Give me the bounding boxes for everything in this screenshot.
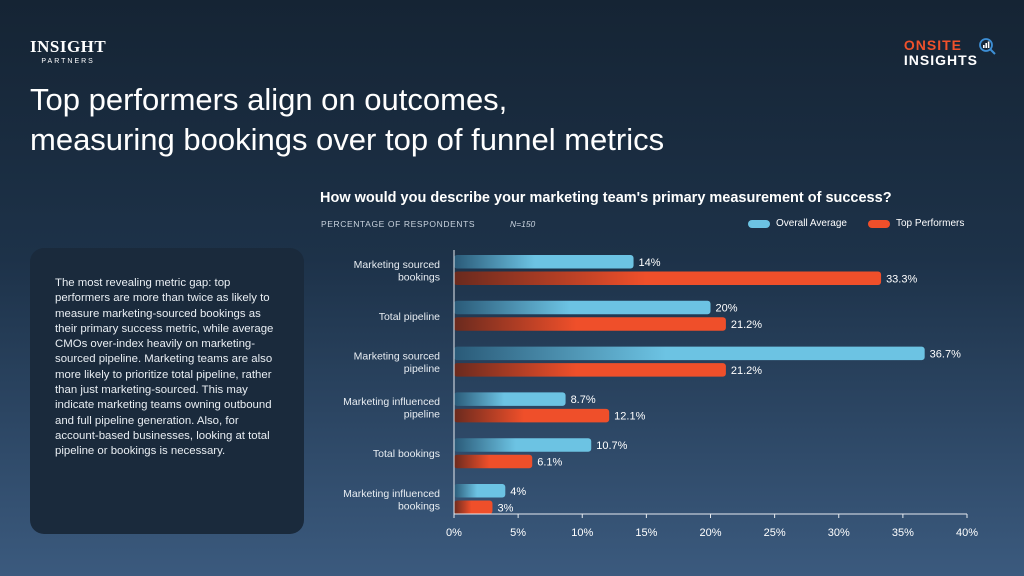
category-label-0-0: Marketing sourced <box>354 259 441 271</box>
bar-overall-1 <box>454 300 711 315</box>
bar-overall-5 <box>454 484 506 498</box>
data-label-overall-2: 36.7% <box>930 348 961 360</box>
bar-top-5 <box>454 500 493 514</box>
x-tick-label-4: 20% <box>699 527 721 539</box>
bar-overall-4 <box>454 438 592 452</box>
data-label-overall-4: 10.7% <box>596 440 627 452</box>
x-tick-label-1: 5% <box>510 527 526 539</box>
x-tick-label-8: 40% <box>956 527 978 539</box>
data-label-top-5: 3% <box>497 502 513 514</box>
chart-title: How would you describe your marketing te… <box>320 190 892 206</box>
insight-text: The most revealing metric gap: top perfo… <box>55 277 274 458</box>
legend-swatch-top <box>868 219 890 228</box>
category-label-5-1: bookings <box>398 500 440 512</box>
data-label-top-0: 33.3% <box>886 273 917 285</box>
category-label-0-1: bookings <box>398 271 440 283</box>
x-tick-label-5: 25% <box>764 527 786 539</box>
category-label-5-0: Marketing influenced <box>343 488 440 500</box>
data-label-overall-3: 8.7% <box>571 394 596 406</box>
data-label-overall-0: 14% <box>639 257 661 269</box>
logo-right-line2: INSIGHTS <box>903 52 978 68</box>
legend-label-top: Top Performers <box>896 218 965 229</box>
category-label-2-1: pipeline <box>404 363 440 375</box>
chart-subtitle: PERCENTAGE OF RESPONDENTS <box>321 219 476 229</box>
legend-swatch-overall <box>748 219 770 228</box>
category-label-2-0: Marketing sourced <box>354 350 441 362</box>
data-label-top-3: 12.1% <box>614 411 645 423</box>
category-label-3-1: pipeline <box>404 409 440 421</box>
data-label-overall-5: 4% <box>510 486 526 498</box>
bar-overall-0 <box>454 255 634 269</box>
x-tick-label-6: 30% <box>828 527 850 539</box>
legend-label-overall: Overall Average <box>776 218 847 229</box>
onsite-insights-logo: ONSITE INSIGHTS <box>903 37 996 68</box>
x-tick-label-0: 0% <box>446 527 462 539</box>
category-label-4-0: Total bookings <box>373 448 440 460</box>
title-line-1: Top performers align on outcomes, <box>30 82 508 117</box>
insight-partners-logo: INSIGHT PARTNERS <box>30 37 107 66</box>
bar-top-3 <box>454 408 610 423</box>
data-label-overall-1: 20% <box>716 303 738 315</box>
bar-top-2 <box>454 363 726 377</box>
category-label-1-0: Total pipeline <box>379 311 440 323</box>
data-label-top-2: 21.2% <box>731 365 762 377</box>
x-tick-label-2: 10% <box>571 527 593 539</box>
x-tick-label-3: 15% <box>635 527 657 539</box>
bar-top-0 <box>454 271 882 285</box>
legend-item-top: Top Performers <box>868 218 964 229</box>
logo-right-line1: ONSITE <box>903 37 962 53</box>
logo-left-line2: PARTNERS <box>41 58 95 65</box>
logo-left-line1: INSIGHT <box>30 37 107 56</box>
insight-card: The most revealing metric gap: top perfo… <box>30 248 304 534</box>
page-title: Top performers align on outcomes, measur… <box>30 80 830 160</box>
sample-size: N=150 <box>510 219 536 229</box>
bar-top-1 <box>454 317 726 331</box>
magnifier-chart-icon <box>979 38 996 55</box>
title-line-2: measuring bookings over top of funnel me… <box>30 122 665 157</box>
bar-overall-2 <box>454 346 925 361</box>
category-label-3-0: Marketing influenced <box>343 396 440 408</box>
bar-overall-3 <box>454 392 566 406</box>
data-label-top-1: 21.2% <box>731 319 762 331</box>
x-tick-label-7: 35% <box>892 527 914 539</box>
data-label-top-4: 6.1% <box>537 456 562 468</box>
bar-top-4 <box>454 454 533 469</box>
legend-item-overall: Overall Average <box>748 218 847 229</box>
